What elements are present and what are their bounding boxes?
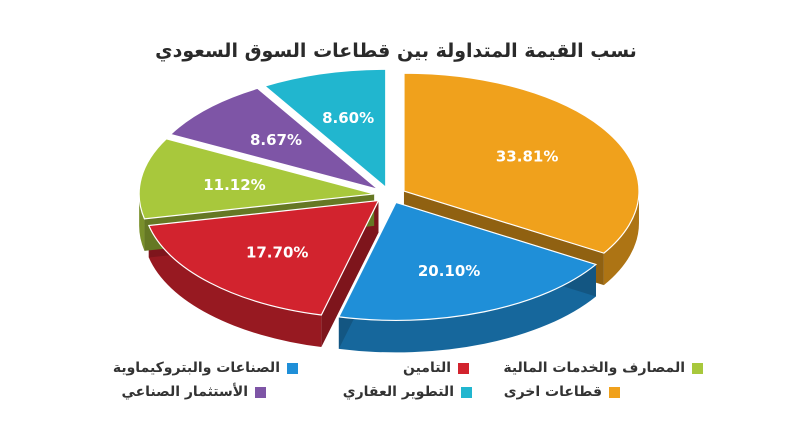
legend-label-industry: الصناعات والبتروكيماوية [112, 360, 280, 376]
pie-labels: 33.81% 20.10% 17.70% 11.12% 8.67% 8.60% [203, 109, 558, 280]
legend-item-industrial-investment: الأستثمار الصناعي [121, 384, 266, 400]
legend-swatch-industrial-investment [255, 386, 266, 398]
pie-label-banks: 11.12% [203, 176, 265, 194]
pie-cut-insurance-0 [321, 200, 379, 348]
pie-slice-insurance [147, 199, 380, 316]
legend-label-insurance: التامين [402, 360, 451, 376]
legend-item-insurance: التامين [403, 360, 469, 376]
pie-slice-others [403, 72, 640, 254]
legend-item-others: قطاعات اخرى [504, 384, 620, 400]
pie-label-others: 33.81% [496, 147, 558, 165]
pie-side-industry [338, 264, 596, 353]
pie-slice-industry [337, 201, 598, 321]
pie-label-industrial-investment: 8.67% [250, 131, 302, 149]
pie-label-real-estate: 8.60% [322, 109, 374, 127]
pie-slice-banks [138, 138, 375, 220]
legend-swatch-industry [287, 362, 298, 374]
pie-slice-real-estate [263, 68, 387, 189]
legend-label-others: قطاعات اخرى [503, 384, 602, 400]
pie-label-insurance: 17.70% [246, 243, 308, 261]
legend-label-real-estate: التطوير العقاري [342, 384, 454, 400]
legend-swatch-others [609, 386, 620, 398]
legend-swatch-insurance [458, 362, 469, 374]
legend-item-real-estate: التطوير العقاري [343, 384, 472, 400]
chart-title: نسب القيمة المتداولة بين قطاعات السوق ال… [155, 40, 637, 62]
legend-item-banks: المصارف والخدمات المالية [503, 360, 703, 376]
legend-label-banks: المصارف والخدمات المالية [503, 360, 685, 376]
legend-swatch-real-estate [461, 386, 472, 398]
pie-side-insurance [148, 225, 322, 348]
pie-side-others [603, 191, 639, 286]
pie-label-industry: 20.10% [418, 262, 480, 280]
pie-tops [138, 68, 640, 321]
legend-swatch-banks [692, 362, 703, 374]
legend-item-industry: الصناعات والبتروكيماوية [113, 360, 298, 376]
pie-slice-industrial-investment [169, 87, 379, 191]
legend-label-industrial-investment: الأستثمار الصناعي [121, 384, 248, 400]
